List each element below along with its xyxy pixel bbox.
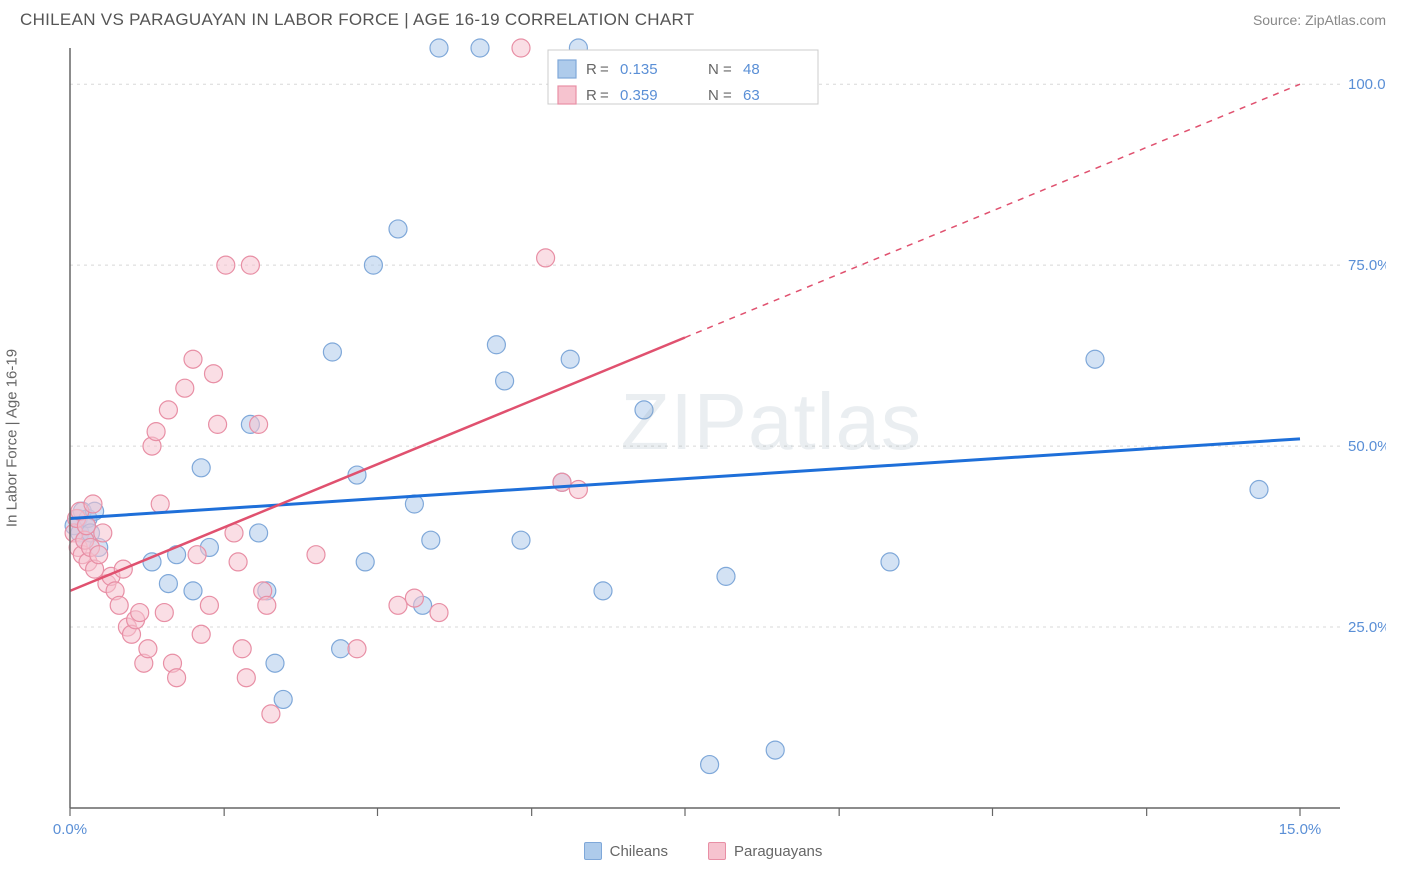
data-point (274, 690, 292, 708)
data-point (200, 596, 218, 614)
data-point (537, 249, 555, 267)
bottom-legend: Chileans Paraguayans (0, 842, 1406, 860)
data-point (250, 524, 268, 542)
svg-text:48: 48 (743, 61, 760, 78)
legend-item: Chileans (584, 842, 668, 860)
svg-text:R: R (586, 87, 597, 104)
data-point (594, 582, 612, 600)
svg-text:R: R (586, 61, 597, 78)
data-point (155, 604, 173, 622)
legend-label: Chileans (610, 843, 668, 860)
data-point (561, 350, 579, 368)
legend-label: Paraguayans (734, 843, 822, 860)
y-tick-label: 100.0% (1348, 76, 1386, 93)
data-point (512, 531, 530, 549)
trend-line (70, 439, 1300, 519)
data-point (553, 473, 571, 491)
scatter-chart: 25.0%50.0%75.0%100.0%0.0%15.0%R=0.135N=4… (20, 38, 1386, 838)
data-point (701, 756, 719, 774)
svg-text:=: = (600, 87, 609, 104)
svg-text:=: = (600, 61, 609, 78)
data-point (176, 379, 194, 397)
data-point (229, 553, 247, 571)
y-axis-label: In Labor Force | Age 16-19 (4, 349, 21, 527)
data-point (471, 39, 489, 57)
svg-text:0.359: 0.359 (620, 87, 658, 104)
legend-swatch (584, 842, 602, 860)
data-point (188, 546, 206, 564)
chart-title: CHILEAN VS PARAGUAYAN IN LABOR FORCE | A… (20, 10, 694, 30)
y-tick-label: 25.0% (1348, 619, 1386, 636)
data-point (405, 589, 423, 607)
data-point (389, 596, 407, 614)
data-point (266, 654, 284, 672)
data-point (430, 39, 448, 57)
data-point (250, 415, 268, 433)
data-point (389, 220, 407, 238)
svg-text:=: = (723, 87, 732, 104)
data-point (512, 39, 530, 57)
data-point (192, 625, 210, 643)
legend-swatch (558, 60, 576, 78)
data-point (332, 640, 350, 658)
x-tick-label: 0.0% (53, 821, 87, 838)
data-point (348, 640, 366, 658)
data-point (422, 531, 440, 549)
data-point (84, 495, 102, 513)
data-point (258, 596, 276, 614)
svg-text:=: = (723, 61, 732, 78)
data-point (192, 459, 210, 477)
y-tick-label: 50.0% (1348, 438, 1386, 455)
data-point (131, 604, 149, 622)
data-point (205, 365, 223, 383)
data-point (1250, 481, 1268, 499)
svg-text:N: N (708, 87, 719, 104)
data-point (94, 524, 112, 542)
data-point (496, 372, 514, 390)
legend-swatch (558, 86, 576, 104)
x-tick-label: 15.0% (1279, 821, 1322, 838)
svg-text:63: 63 (743, 87, 760, 104)
data-point (168, 669, 186, 687)
data-point (90, 546, 108, 564)
data-point (233, 640, 251, 658)
data-point (356, 553, 374, 571)
data-point (209, 415, 227, 433)
data-point (139, 640, 157, 658)
legend-item: Paraguayans (708, 842, 822, 860)
data-point (323, 343, 341, 361)
data-point (151, 495, 169, 513)
source-label: Source: ZipAtlas.com (1253, 12, 1386, 28)
data-point (487, 336, 505, 354)
data-point (430, 604, 448, 622)
data-point (364, 256, 382, 274)
data-point (110, 596, 128, 614)
svg-text:N: N (708, 61, 719, 78)
data-point (241, 256, 259, 274)
data-point (1086, 350, 1104, 368)
data-point (184, 350, 202, 368)
data-point (159, 401, 177, 419)
data-point (237, 669, 255, 687)
data-point (262, 705, 280, 723)
chart-container: In Labor Force | Age 16-19 25.0%50.0%75.… (20, 38, 1386, 838)
data-point (635, 401, 653, 419)
data-point (147, 423, 165, 441)
y-tick-label: 75.0% (1348, 257, 1386, 274)
data-point (217, 256, 235, 274)
trend-line (70, 338, 685, 591)
legend-swatch (708, 842, 726, 860)
stat-legend: R=0.135N=48R=0.359N=63 (548, 50, 818, 104)
data-point (159, 575, 177, 593)
svg-text:0.135: 0.135 (620, 61, 658, 78)
data-point (766, 741, 784, 759)
data-point (717, 567, 735, 585)
data-point (307, 546, 325, 564)
data-point (77, 517, 95, 535)
data-point (881, 553, 899, 571)
data-point (184, 582, 202, 600)
trend-line-extrapolated (685, 84, 1300, 337)
data-point (569, 481, 587, 499)
